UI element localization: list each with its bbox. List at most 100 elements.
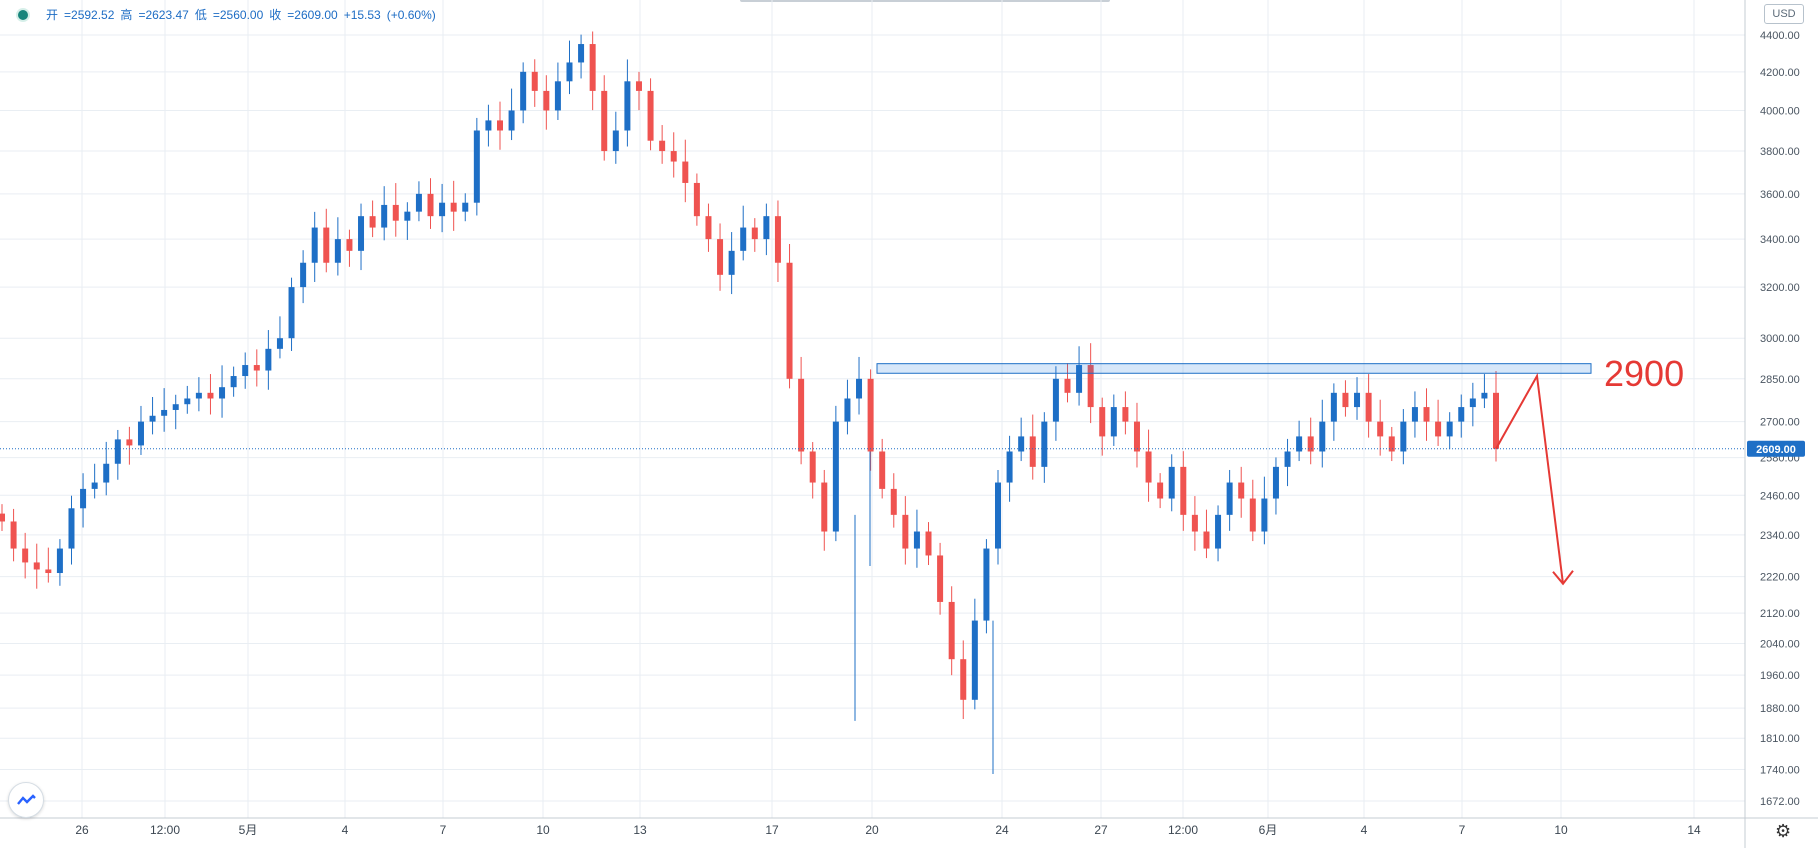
projection-arrowhead xyxy=(1552,570,1574,586)
candle-body xyxy=(392,204,399,221)
resistance-zone xyxy=(876,363,1592,374)
candle-body xyxy=(809,451,816,483)
candle-body xyxy=(1180,466,1187,515)
candle-body xyxy=(1018,436,1025,452)
candle-body xyxy=(1029,436,1036,467)
candle-body xyxy=(103,463,110,483)
candle-body xyxy=(369,216,376,228)
candle-body xyxy=(1145,451,1152,483)
open-label: 开 xyxy=(46,8,59,22)
candle-body xyxy=(728,250,735,275)
candle-body xyxy=(1272,466,1279,499)
candle-body xyxy=(1296,436,1303,452)
change-value: +15.53 xyxy=(343,7,381,22)
y-tick-label: 2120.00 xyxy=(1760,608,1800,620)
gear-icon[interactable]: ⚙ xyxy=(1775,821,1792,841)
candle-body xyxy=(960,659,967,700)
candle-body xyxy=(1493,392,1499,449)
candle-body xyxy=(578,44,585,63)
candle-body xyxy=(1122,407,1129,422)
y-tick-label: 1810.00 xyxy=(1760,733,1800,745)
candle-body xyxy=(56,548,63,574)
candle-body xyxy=(1006,451,1013,483)
x-tick-label: 5月 xyxy=(239,823,258,837)
high-value: 2623.47 xyxy=(145,7,189,22)
candle-body xyxy=(1099,407,1106,437)
y-tick-label: 3200.00 xyxy=(1760,282,1800,294)
price-tag-bg xyxy=(1747,440,1805,457)
candle-body xyxy=(925,531,932,556)
candle-body xyxy=(670,151,677,162)
candle-body xyxy=(415,193,422,212)
candle-body xyxy=(1261,498,1268,532)
candle-body xyxy=(520,71,527,111)
low-label: 低 xyxy=(194,8,207,22)
candle-body xyxy=(22,548,29,563)
candle-body xyxy=(937,555,944,602)
x-tick-label: 6月 xyxy=(1259,823,1278,837)
candle-body xyxy=(1319,421,1326,452)
candle-body xyxy=(902,514,909,549)
candle-body xyxy=(1249,498,1256,532)
candle-body xyxy=(751,227,758,240)
candle-body xyxy=(1365,392,1372,422)
candle-body xyxy=(10,521,17,549)
candle-body xyxy=(427,193,434,217)
candle-body xyxy=(1076,365,1083,393)
tradingview-logo-icon[interactable] xyxy=(8,782,44,818)
candle-body xyxy=(1469,398,1476,408)
candle-body xyxy=(126,439,133,446)
y-tick-label: 1960.00 xyxy=(1760,670,1800,682)
candle-body xyxy=(543,90,550,111)
y-tick-label: 2460.00 xyxy=(1760,490,1800,502)
y-tick-label: 1880.00 xyxy=(1760,703,1800,715)
candle-body xyxy=(300,262,307,288)
candle-body xyxy=(589,44,596,91)
candle-body xyxy=(1330,392,1337,422)
candle-body xyxy=(485,120,492,131)
candle-body xyxy=(288,287,295,339)
candle-body xyxy=(948,601,955,660)
candle-body xyxy=(404,211,411,221)
candle-body xyxy=(566,62,573,82)
y-tick-label: 3000.00 xyxy=(1760,333,1800,345)
candle-body xyxy=(253,365,260,371)
top-tab-handle[interactable] xyxy=(740,0,1110,2)
candle-body xyxy=(311,227,318,263)
candle-body xyxy=(137,421,144,446)
candle-body xyxy=(172,404,179,410)
change-pct: (+0.60%) xyxy=(386,7,436,22)
candle-body xyxy=(439,202,446,217)
candle-body xyxy=(913,531,920,549)
candle-body xyxy=(195,392,202,399)
currency-button[interactable]: USD xyxy=(1764,4,1804,24)
y-tick-label: 2700.00 xyxy=(1760,417,1800,429)
y-tick-label: 2340.00 xyxy=(1760,530,1800,542)
x-tick-label: 26 xyxy=(75,823,89,837)
x-tick-label: 20 xyxy=(865,823,879,837)
candle-body xyxy=(717,239,724,275)
y-tick-label: 3400.00 xyxy=(1760,234,1800,246)
candle-body xyxy=(821,482,828,532)
candle-body xyxy=(601,90,608,152)
candle-body xyxy=(1458,407,1465,422)
candle-body xyxy=(1307,436,1314,452)
candle-body xyxy=(114,439,121,464)
candle-body xyxy=(1446,421,1453,437)
candle-body xyxy=(995,482,1001,549)
candle-body xyxy=(1342,392,1349,408)
y-tick-label: 2220.00 xyxy=(1760,572,1800,584)
candle-body xyxy=(45,569,52,574)
candle-body xyxy=(531,71,538,91)
candle-body xyxy=(1388,436,1395,452)
y-tick-label: 3800.00 xyxy=(1760,146,1800,158)
candle-body xyxy=(971,620,978,700)
high-label: 高 xyxy=(120,8,133,22)
x-tick-label: 13 xyxy=(633,823,647,837)
candle-body xyxy=(1226,482,1233,515)
candle-body xyxy=(763,216,770,240)
candle-body xyxy=(1203,531,1210,549)
close-label: 收 xyxy=(269,8,282,22)
candle-body xyxy=(1191,514,1198,532)
